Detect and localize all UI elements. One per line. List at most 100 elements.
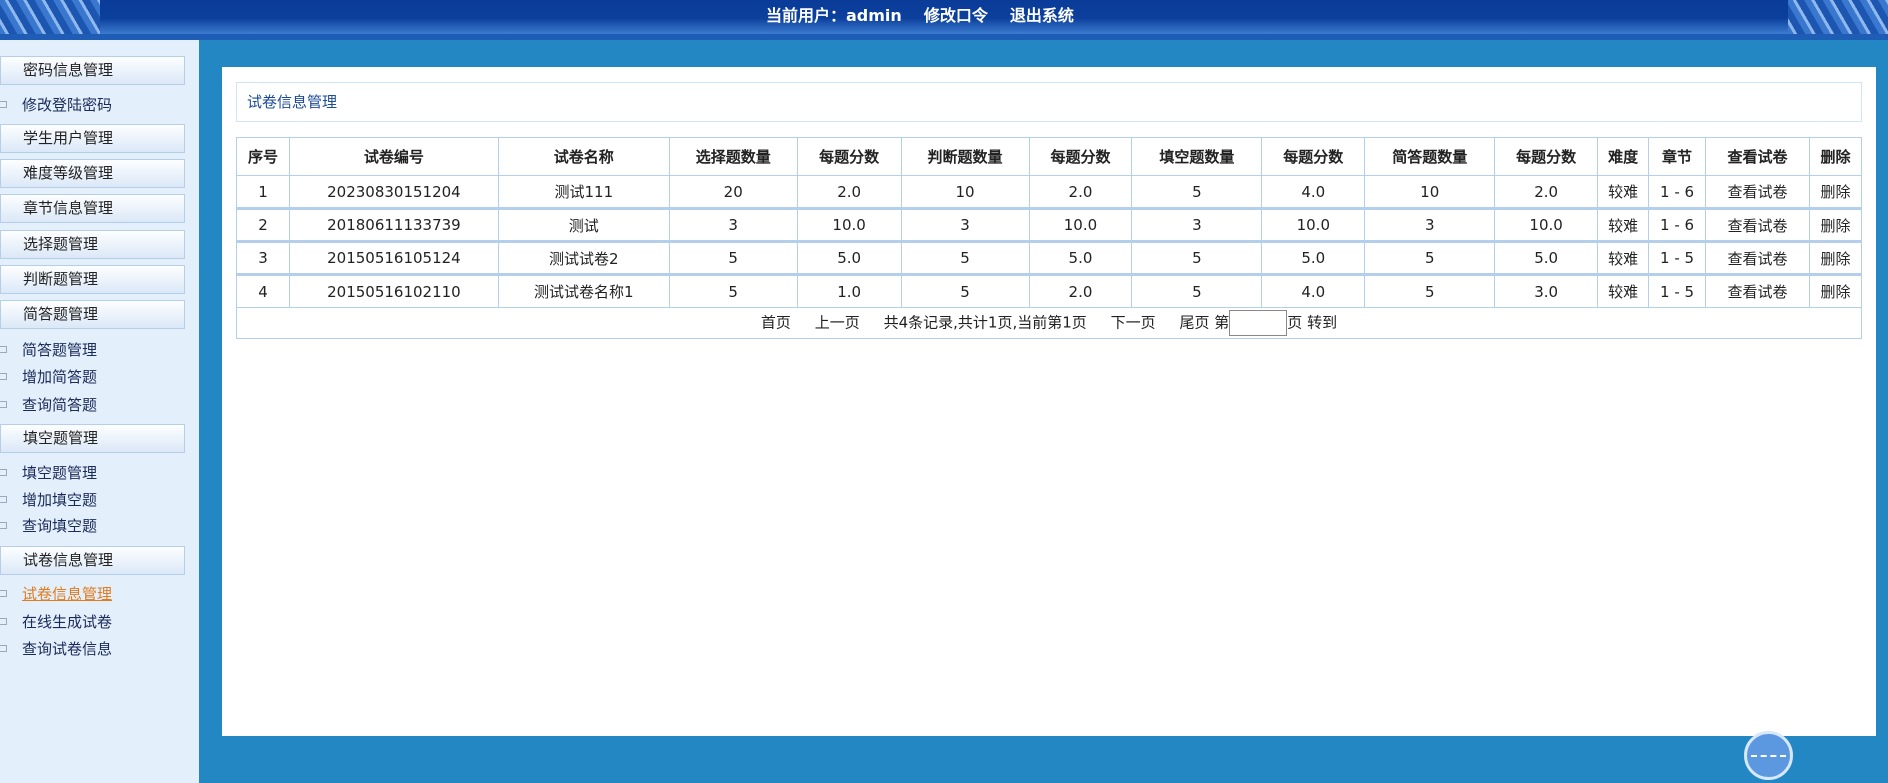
column-header: 填空题数量 [1131,137,1263,176]
sidebar-section-header[interactable]: 试卷信息管理 [0,546,185,575]
table-cell: 测试试卷2 [497,240,670,275]
table-cell: 3 [900,207,1030,242]
table-header-row: 序号 试卷编号 试卷名称 选择题数量 每题分数 判断题数量 每题分数 填空题数量 每题分数 简答题… [236,137,1863,176]
sidebar-link[interactable]: 查询简答题 [0,393,185,417]
table-cell: 1 - 6 [1648,207,1707,242]
sidebar-section-header[interactable]: 选择题管理 [0,230,185,259]
page-prefix: 第 [1214,313,1230,332]
exam-table: 序号 试卷编号 试卷名称 选择题数量 每题分数 判断题数量 每题分数 填空题数量 每题分数 简答题… [236,137,1863,339]
change-password-link[interactable]: 修改口令 [923,6,988,25]
table-cell: 2.0 [1028,175,1133,209]
sidebar-label: 章节信息管理 [23,199,114,217]
table-cell: 5 [1364,240,1496,275]
table-cell: 测试试卷名称1 [497,273,670,308]
table-cell: 5 [900,240,1030,275]
sidebar-label: 简答题管理 [22,341,98,359]
sidebar-label: 在线生成试卷 [22,613,113,631]
content-panel: 试卷信息管理 序号 试卷编号 试卷名称 选择题数量 每题分数 判断题数量 每题分数 填空题数量… [222,67,1876,736]
sidebar-section-header[interactable]: 密码信息管理 [0,56,185,85]
table-cell: 3.0 [1494,273,1599,308]
sidebar-link[interactable]: 修改登陆密码 [0,93,185,117]
column-header: 每题分数 [1494,137,1599,176]
column-header: 每题分数 [1028,137,1133,176]
go-button[interactable]: 转到 [1307,313,1338,332]
sidebar-link[interactable]: 查询试卷信息 [0,637,185,661]
table-cell: 20230830151204 [288,175,499,209]
sidebar-link[interactable]: 填空题管理 [0,461,185,485]
delete-link[interactable]: 删除 [1808,175,1863,209]
sidebar-label: 查询简答题 [22,396,98,414]
sidebar-link[interactable]: 增加填空题 [0,488,185,512]
view-exam-link[interactable]: 查看试卷 [1705,175,1810,209]
table-cell: 5.0 [1494,240,1599,275]
table-cell: 测试 [497,207,670,242]
page-title: 试卷信息管理 [236,82,1862,122]
delete-link[interactable]: 删除 [1808,240,1863,275]
sidebar-label: 填空题管理 [22,464,98,482]
table-cell: 10.0 [796,207,902,242]
pager-row: 首页 上一页 共4条记录,共计1页,当前第1页 下一页 尾页 第 页 转到 [236,307,1862,339]
next-page-link[interactable]: 下一页 [1110,313,1156,332]
view-exam-link[interactable]: 查看试卷 [1705,240,1810,275]
first-page-link[interactable]: 首页 [760,313,791,332]
page-number-input[interactable] [1229,310,1288,336]
view-exam-link[interactable]: 查看试卷 [1705,273,1810,308]
table-cell: 10.0 [1494,207,1599,242]
view-exam-link[interactable]: 查看试卷 [1705,207,1810,242]
table-cell: 1 - 5 [1648,273,1707,308]
table-cell: 3 [668,207,798,242]
table-row: 3 20150516105124 测试试卷2 5 5.0 5 5.0 5 5.0 5 5.0 较难 1 … [236,240,1863,275]
sidebar-section-header[interactable]: 简答题管理 [0,300,185,329]
table-cell: 1.0 [796,273,902,308]
prev-page-link[interactable]: 上一页 [814,313,860,332]
column-header: 难度 [1597,137,1650,176]
sidebar-link[interactable]: 试卷信息管理 [0,582,185,606]
sidebar-link[interactable]: 在线生成试卷 [0,610,185,634]
column-header: 查看试卷 [1705,137,1810,176]
table-cell: 测试111 [497,175,670,209]
table-row: 1 20230830151204 测试111 20 2.0 10 2.0 5 4.0 10 2.0 较… [236,175,1863,209]
sidebar-section-header[interactable]: 填空题管理 [0,424,185,453]
sidebar-section-header[interactable]: 难度等级管理 [0,159,185,188]
table-cell: 10 [1364,175,1496,209]
table-cell: 5.0 [796,240,902,275]
globe-icon[interactable] [1744,731,1793,780]
table-cell: 5 [1131,240,1263,275]
table-cell: 5.0 [1028,240,1133,275]
sidebar-link[interactable]: 简答题管理 [0,338,185,362]
table-cell: 5 [1131,273,1263,308]
top-nav: 当前用户：admin 修改口令 退出系统 [766,2,1074,26]
table-cell: 2.0 [1494,175,1599,209]
tree-node-icon [0,618,7,625]
column-header: 简答题数量 [1364,137,1496,176]
sidebar-label: 密码信息管理 [23,61,114,79]
sidebar-label: 判断题管理 [23,270,99,288]
table-cell: 5 [1131,175,1263,209]
table-cell: 5 [900,273,1030,308]
sidebar-link[interactable]: 查询填空题 [0,514,185,538]
table-cell: 3 [1131,207,1263,242]
table-cell: 2.0 [1028,273,1133,308]
sidebar-section-header[interactable]: 学生用户管理 [0,124,185,153]
table-cell: 5 [668,273,798,308]
sidebar-section-header[interactable]: 判断题管理 [0,265,185,294]
column-header: 每题分数 [1261,137,1366,176]
sidebar-label: 学生用户管理 [23,129,114,147]
table-cell: 1 - 5 [1648,240,1707,275]
sidebar-label: 试卷信息管理 [22,585,113,603]
table-cell: 较难 [1597,240,1650,275]
sidebar-label: 选择题管理 [23,235,99,253]
logout-link[interactable]: 退出系统 [1009,6,1074,25]
tree-node-icon [0,590,7,597]
table-cell: 20180611133739 [288,207,499,242]
tree-node-icon [0,645,7,652]
sidebar-section-header[interactable]: 章节信息管理 [0,194,185,223]
delete-link[interactable]: 删除 [1808,207,1863,242]
table-cell: 4 [236,273,290,308]
sidebar-label: 修改登陆密码 [22,96,113,114]
table-cell: 10.0 [1028,207,1133,242]
table-cell: 2.0 [796,175,902,209]
last-page-link[interactable]: 尾页 [1179,313,1210,332]
delete-link[interactable]: 删除 [1808,273,1863,308]
sidebar-link[interactable]: 增加简答题 [0,365,185,389]
